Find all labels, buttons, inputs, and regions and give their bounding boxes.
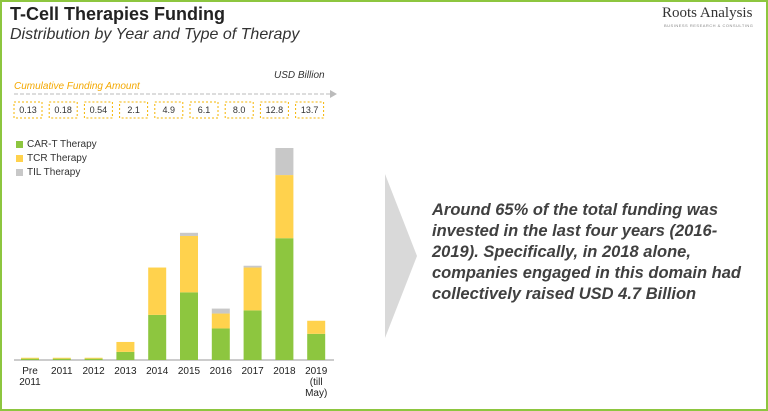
bar-segment bbox=[275, 238, 294, 360]
cumulative-box bbox=[295, 101, 325, 119]
bar-segment bbox=[211, 328, 230, 360]
legend-swatch bbox=[16, 141, 23, 148]
bar-segment bbox=[180, 232, 198, 236]
legend-label: TCR Therapy bbox=[27, 153, 87, 164]
x-tick-label: 2013 bbox=[114, 366, 137, 377]
bar-segment bbox=[307, 320, 326, 334]
cumulative-value: 2.1 bbox=[127, 105, 140, 115]
cumulative-box bbox=[13, 101, 43, 119]
chart-title: T-Cell Therapies Funding bbox=[10, 4, 226, 24]
chevron bbox=[385, 174, 417, 338]
cumulative-box bbox=[83, 101, 113, 119]
x-tick-label: 2015 bbox=[177, 366, 201, 377]
bar-segment bbox=[116, 351, 135, 360]
bar-segment bbox=[84, 358, 103, 360]
bar-segment bbox=[84, 357, 103, 359]
cumulative-value: 8.0 bbox=[232, 105, 246, 115]
bar-segment bbox=[211, 313, 230, 329]
bar-segment bbox=[148, 267, 167, 315]
x-tick-label: Pre 2011 bbox=[19, 366, 41, 388]
logo: Roots Analysis bbox=[662, 5, 753, 21]
cumulative-box bbox=[154, 101, 184, 119]
bar-segment bbox=[21, 357, 39, 359]
bar-segment bbox=[116, 341, 135, 352]
legend-swatch bbox=[16, 155, 23, 162]
cumulative-box bbox=[189, 101, 219, 119]
bar-segment bbox=[52, 357, 71, 359]
arrow-head bbox=[330, 90, 337, 98]
bar-segment bbox=[275, 175, 294, 239]
x-tick-label: 2019 (till May) bbox=[305, 366, 328, 399]
cumulative-value: 13.7 bbox=[300, 105, 319, 115]
x-tick-label: 2018 bbox=[273, 366, 296, 377]
legend-label: CAR-T Therapy bbox=[27, 139, 97, 150]
logo-tagline: BUSINESS RESEARCH & CONSULTING bbox=[664, 23, 754, 28]
x-tick-label: 2011 bbox=[51, 366, 73, 377]
chart-subtitle: Distribution by Year and Type of Therapy bbox=[10, 26, 300, 43]
bar-segment bbox=[211, 308, 230, 314]
bar-segment bbox=[243, 267, 262, 311]
x-tick-label: 2016 bbox=[209, 366, 232, 377]
cumulative-value: 0.13 bbox=[19, 105, 37, 115]
cumulative-label: Cumulative Funding Amount bbox=[14, 81, 140, 92]
bar-segment bbox=[180, 292, 198, 360]
cumulative-value: 4.9 bbox=[162, 105, 176, 115]
cumulative-value: 6.1 bbox=[197, 105, 211, 115]
cumulative-value: 12.8 bbox=[265, 105, 284, 115]
cumulative-box bbox=[48, 101, 78, 119]
unit-label: USD Billion bbox=[274, 70, 325, 81]
cumulative-value: 0.18 bbox=[54, 105, 72, 115]
bar-segment bbox=[180, 235, 198, 293]
bar-segment bbox=[243, 265, 262, 268]
bar-segment bbox=[307, 333, 326, 360]
legend-swatch bbox=[16, 169, 23, 176]
bar-segment bbox=[21, 358, 39, 360]
bar-segment bbox=[148, 314, 167, 360]
bar-segment bbox=[243, 310, 262, 360]
x-tick-label: 2017 bbox=[241, 366, 264, 377]
x-tick-label: 2012 bbox=[82, 366, 105, 377]
bar-segment bbox=[275, 148, 294, 176]
cumulative-value: 0.54 bbox=[89, 105, 108, 115]
x-tick-label: 2014 bbox=[146, 366, 169, 377]
cumulative-box bbox=[259, 101, 289, 119]
cumulative-box bbox=[119, 101, 149, 119]
cumulative-box bbox=[224, 101, 254, 119]
callout: Around 65% of the total funding was inve… bbox=[432, 201, 741, 303]
bar-segment bbox=[52, 358, 71, 360]
legend-label: TIL Therapy bbox=[27, 167, 81, 178]
